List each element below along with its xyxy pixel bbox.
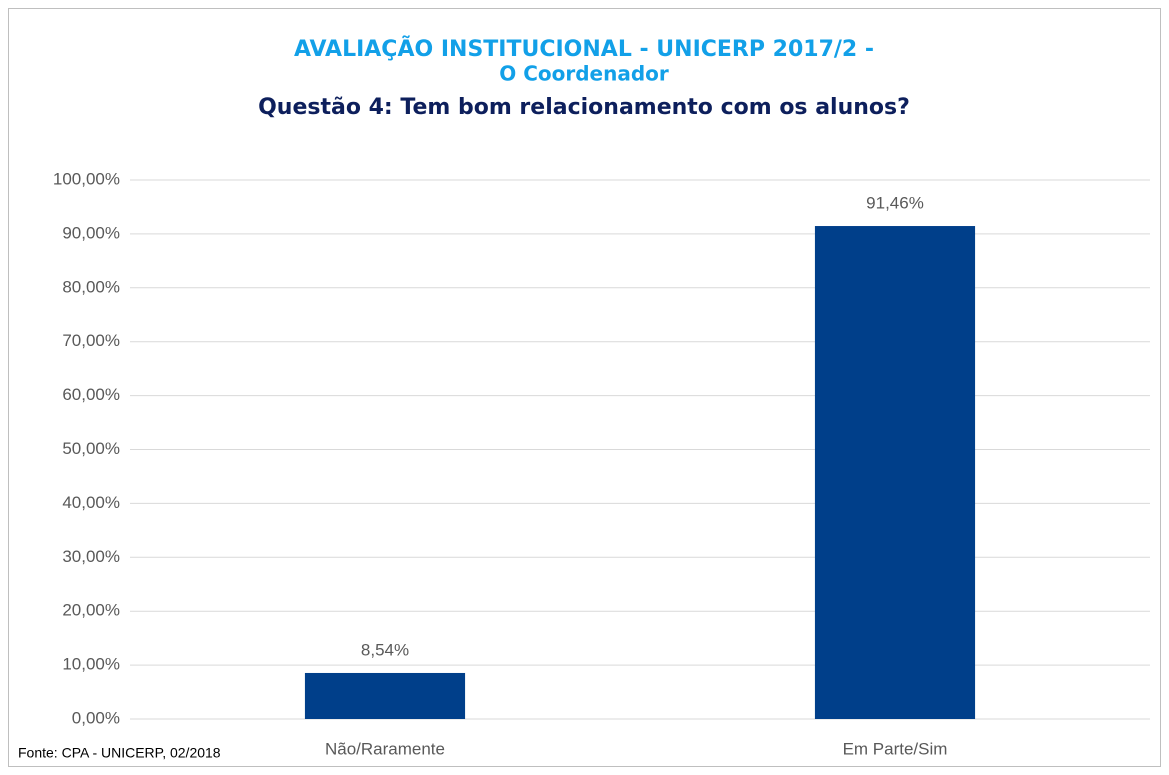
y-tick-label: 80,00% — [62, 277, 120, 296]
chart-title: AVALIAÇÃO INSTITUCIONAL - UNICERP 2017/2… — [294, 36, 874, 62]
y-tick-label: 30,00% — [62, 547, 120, 566]
y-tick-label: 10,00% — [62, 655, 120, 674]
x-tick-label: Não/Raramente — [325, 739, 445, 758]
y-tick-label: 70,00% — [62, 331, 120, 350]
y-tick-label: 0,00% — [72, 708, 120, 727]
y-tick-label: 40,00% — [62, 493, 120, 512]
bar — [814, 226, 976, 720]
data-label: 8,54% — [361, 640, 409, 659]
y-tick-label: 90,00% — [62, 223, 120, 242]
y-tick-label: 50,00% — [62, 439, 120, 458]
source-note: Fonte: CPA - UNICERP, 02/2018 — [18, 745, 221, 761]
y-tick-label: 20,00% — [62, 601, 120, 620]
bar — [304, 672, 466, 719]
data-label: 91,46% — [866, 194, 924, 213]
y-tick-label: 100,00% — [53, 169, 120, 188]
chart-border — [8, 8, 1161, 767]
y-tick-label: 60,00% — [62, 385, 120, 404]
chart-subtitle: O Coordenador — [499, 62, 669, 86]
chart-question: Questão 4: Tem bom relacionamento com os… — [258, 95, 910, 120]
x-tick-label: Em Parte/Sim — [843, 739, 948, 758]
